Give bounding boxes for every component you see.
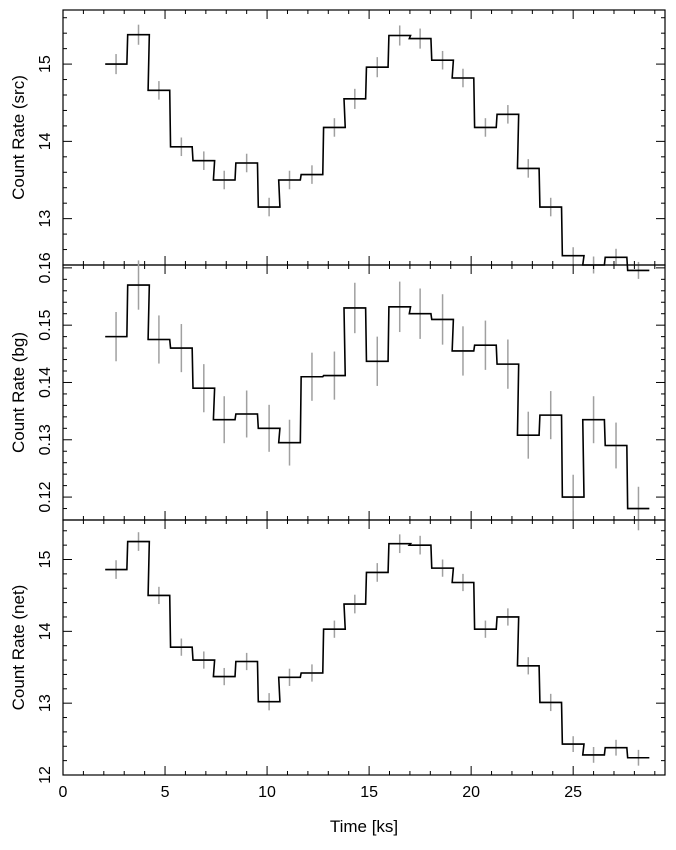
y-axis-label-src: Count Rate (src) [9, 75, 28, 200]
x-axis-label: Time [ks] [330, 817, 398, 836]
panel-net: 12 13 14 15 Count Rate (net) 0 5 10 15 20 25 Time [… [9, 519, 666, 836]
panel-frame-net [62, 519, 666, 776]
panel-src: 13 14 15 Count Rate (src) [9, 9, 666, 279]
y-tick-label-bg: 0.15 [37, 309, 54, 340]
y-tick-label-src: 15 [37, 55, 54, 73]
x-tick-label: 25 [564, 784, 582, 801]
y-tick-label-bg: 0.13 [37, 424, 54, 455]
y-tick-label-net: 13 [37, 694, 54, 712]
x-tick-label: 15 [360, 784, 378, 801]
y-tick-label-src: 13 [37, 210, 54, 228]
step-line-net [105, 540, 650, 759]
y-tick-label-net: 15 [37, 551, 54, 569]
y-tick-label-net: 12 [37, 766, 54, 784]
x-tick-label: 5 [161, 784, 170, 801]
panel-bg: 0.12 0.13 0.14 0.15 0.16 Count Rate (bg) [9, 252, 666, 531]
y-axis-label-net: Count Rate (net) [9, 585, 28, 711]
x-tick-label: 20 [462, 784, 480, 801]
panel-frame-src [62, 9, 666, 266]
x-tick-label: 0 [59, 784, 68, 801]
y-tick-label-bg: 0.12 [37, 481, 54, 512]
step-line-src [105, 33, 650, 272]
x-tick-label: 10 [258, 784, 276, 801]
y-tick-label-bg: 0.14 [37, 367, 54, 398]
y-axis-label-bg: Count Rate (bg) [9, 332, 28, 453]
step-line-bg [105, 284, 650, 510]
y-tick-label-src: 14 [37, 132, 54, 150]
y-tick-label-bg: 0.16 [37, 252, 54, 283]
panel-frame-bg [62, 264, 666, 521]
y-tick-label-net: 14 [37, 622, 54, 640]
